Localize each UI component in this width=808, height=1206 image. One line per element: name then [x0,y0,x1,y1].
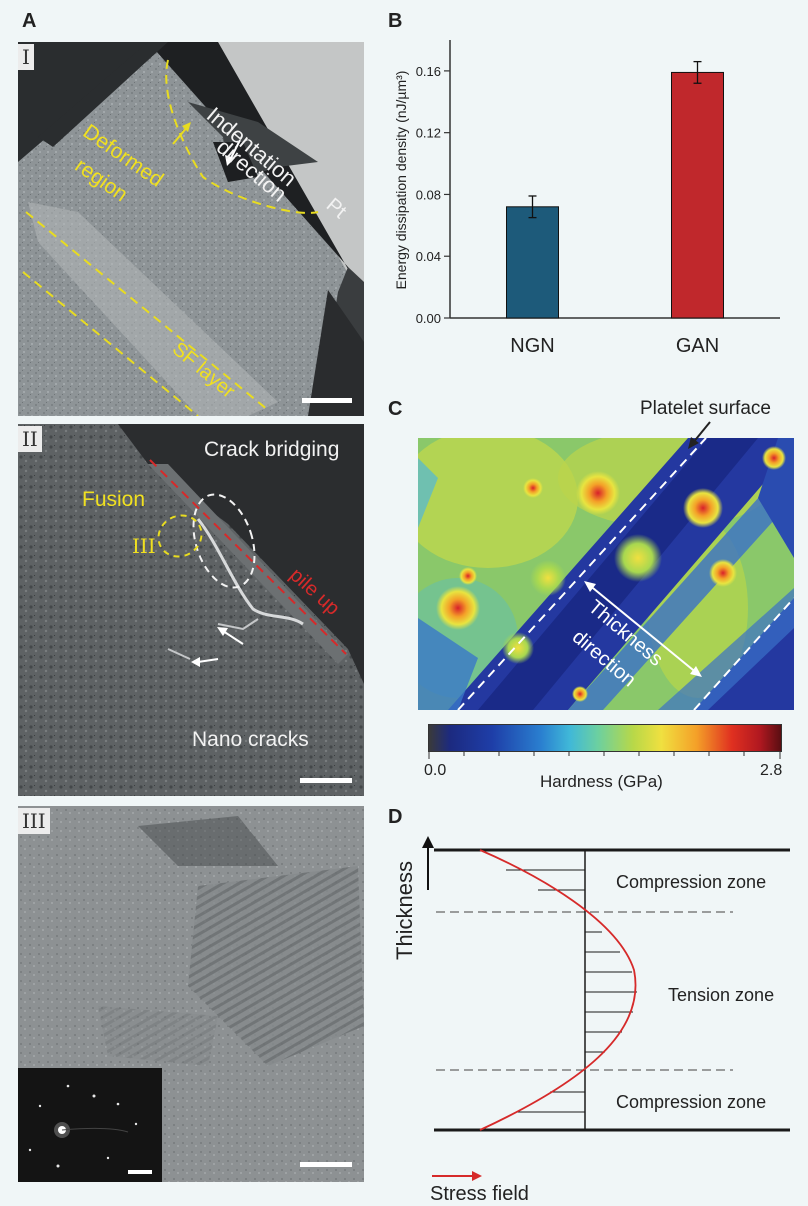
x-tick-label: GAN [676,335,719,357]
label-iii-in-ii: III [132,534,156,558]
panel-label-b: B [388,10,403,32]
colorbar-ticks [428,751,781,759]
label-platelet-surface: Platelet surface [640,398,771,419]
panel-label-d: D [388,806,403,828]
micrograph-a-i-image [18,42,364,416]
y-axis-title: Energy dissipation density (nJ/µm³) [393,71,409,290]
y-tick-label: 0.00 [416,311,441,326]
bar-gan [671,71,724,319]
micrograph-a-ii: II Crack bridging Fusion III pile up Nan… [18,424,364,796]
label-thickness-d: Thickness [392,860,417,960]
hardness-map [418,438,794,710]
colorbar-label: Hardness (GPa) [540,772,663,791]
micrograph-a-i: I Indentation direction Deformed region … [18,42,364,416]
hardness-colorbar [428,724,782,752]
label-crack-bridging: Crack bridging [204,438,340,461]
scale-bar [300,1162,352,1167]
y-tick-label: 0.08 [416,187,441,202]
bar-chart: Energy dissipation density (nJ/µm³) 0.00… [393,40,780,357]
stress-diagram [422,836,790,1181]
micrograph-a-iii-image [18,806,364,1182]
colorbar-max: 2.8 [760,762,783,779]
label-fusion: Fusion [82,488,146,511]
colorbar-min: 0.0 [424,762,447,779]
platelet-surface-arrow [688,421,711,449]
label-tension-zone: Tension zone [668,985,775,1005]
micrograph-a-ii-image [18,424,364,796]
scale-bar [302,398,352,403]
scale-bar [300,778,352,783]
label-stress-field: Stress field [430,1183,529,1205]
panel-label-c: C [388,398,403,420]
subpanel-label-i: I [18,44,34,70]
micrograph-a-iii: III [18,806,364,1182]
x-tick-label: NGN [510,335,554,357]
subpanel-label-iii: III [18,808,50,834]
label-nano-cracks: Nano cracks [192,728,309,751]
label-compression-bottom: Compression zone [616,1092,767,1112]
panel-label-a: A [22,10,37,32]
subpanel-label-ii: II [18,426,42,452]
bar-ngn [506,206,559,319]
y-tick-label: 0.16 [416,64,441,79]
y-tick-label: 0.12 [416,126,441,141]
label-compression-top: Compression zone [616,872,767,892]
y-tick-label: 0.04 [416,249,441,264]
